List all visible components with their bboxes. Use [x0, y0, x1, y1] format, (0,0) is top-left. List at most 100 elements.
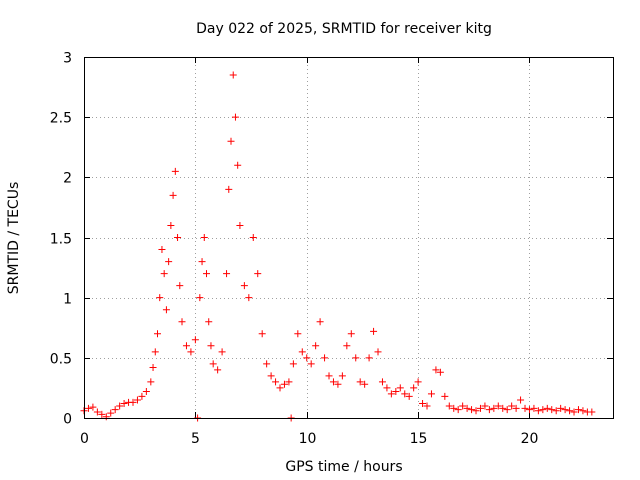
y-tick-label: 1 — [63, 292, 72, 308]
data-point — [548, 406, 556, 414]
data-point — [365, 354, 373, 362]
data-point — [285, 378, 293, 386]
data-point — [414, 378, 422, 386]
y-tick-label: 2 — [63, 171, 72, 187]
data-point — [356, 378, 364, 386]
data-point — [200, 234, 208, 241]
data-point — [249, 234, 257, 241]
data-point — [316, 318, 324, 326]
data-point — [325, 372, 333, 380]
x-tick-label: 10 — [299, 431, 317, 447]
data-point — [160, 270, 168, 278]
grid — [84, 57, 613, 418]
data-point — [508, 402, 516, 410]
data-point — [468, 406, 476, 414]
data-point — [378, 378, 386, 386]
data-point — [343, 342, 351, 350]
data-point — [107, 409, 115, 417]
data-point — [557, 404, 565, 412]
data-point — [445, 402, 453, 410]
data-point — [298, 348, 306, 356]
data-point — [499, 404, 507, 412]
data-point — [450, 404, 458, 412]
data-point — [196, 294, 204, 302]
data-point — [89, 403, 97, 411]
data-point — [459, 402, 467, 410]
data-point — [436, 368, 444, 376]
data-point — [419, 400, 427, 408]
data-point — [588, 408, 596, 416]
data-point — [427, 390, 435, 398]
data-point — [352, 354, 360, 362]
data-point — [138, 392, 146, 400]
x-tick-label: 15 — [410, 431, 428, 447]
y-tick-label: 3 — [63, 51, 72, 67]
data-point — [512, 404, 520, 412]
data-point — [392, 388, 400, 396]
data-point — [187, 348, 195, 356]
data-point — [472, 407, 480, 415]
x-tick-label: 0 — [80, 431, 89, 447]
data-point — [552, 407, 560, 415]
data-point — [174, 234, 182, 241]
data-point — [84, 404, 92, 412]
data-point — [294, 330, 302, 338]
data-point — [307, 360, 315, 368]
data-point — [102, 413, 110, 421]
data-point — [338, 372, 346, 380]
data-point — [98, 410, 106, 418]
data-point — [156, 294, 164, 302]
data-point — [334, 380, 342, 388]
axes: 0 0.5 1 1.5 2 2.5 3 0 5 10 15 20 — [50, 51, 613, 447]
data-point — [525, 406, 533, 414]
x-axis-label: GPS time / hours — [285, 459, 402, 475]
data-point — [280, 380, 288, 388]
data-point — [401, 390, 409, 398]
data-point — [374, 348, 382, 356]
data-point — [133, 396, 141, 404]
data-point — [229, 71, 237, 79]
data-point — [463, 404, 471, 412]
data-point — [539, 406, 547, 414]
data-point — [503, 406, 511, 414]
data-point — [423, 402, 431, 410]
data-point — [169, 191, 177, 199]
data-point — [370, 327, 378, 335]
data-point — [207, 342, 215, 350]
data-point — [561, 406, 569, 414]
data-point — [574, 406, 582, 414]
data-point — [93, 408, 101, 416]
data-point — [481, 402, 489, 410]
data-point — [566, 407, 574, 415]
data-point — [165, 258, 173, 266]
data-point — [218, 348, 226, 356]
data-point — [231, 113, 239, 121]
data-point — [276, 384, 284, 392]
data-point — [490, 404, 498, 412]
data-point — [245, 294, 253, 302]
data-point — [530, 404, 538, 412]
chart-title: Day 022 of 2025, SRMTID for receiver kit… — [196, 21, 492, 37]
data-point — [534, 407, 542, 415]
data-point — [254, 270, 262, 278]
data-point — [521, 404, 529, 412]
x-tick-label: 20 — [521, 431, 539, 447]
data-point — [485, 406, 493, 414]
data-point — [162, 306, 170, 314]
data-point — [158, 246, 166, 254]
data-point — [476, 404, 484, 412]
data-point — [129, 398, 137, 406]
y-axis-label: SRMTID / TECUs — [6, 182, 22, 295]
data-point — [267, 372, 275, 380]
data-point — [120, 400, 128, 408]
data-point — [258, 330, 266, 338]
data-point — [182, 342, 190, 350]
data-point — [234, 161, 242, 169]
data-point — [347, 330, 355, 338]
data-point — [361, 380, 369, 388]
data-point — [321, 354, 329, 362]
data-point — [272, 378, 280, 386]
data-point — [240, 282, 248, 290]
data-point — [329, 378, 337, 386]
